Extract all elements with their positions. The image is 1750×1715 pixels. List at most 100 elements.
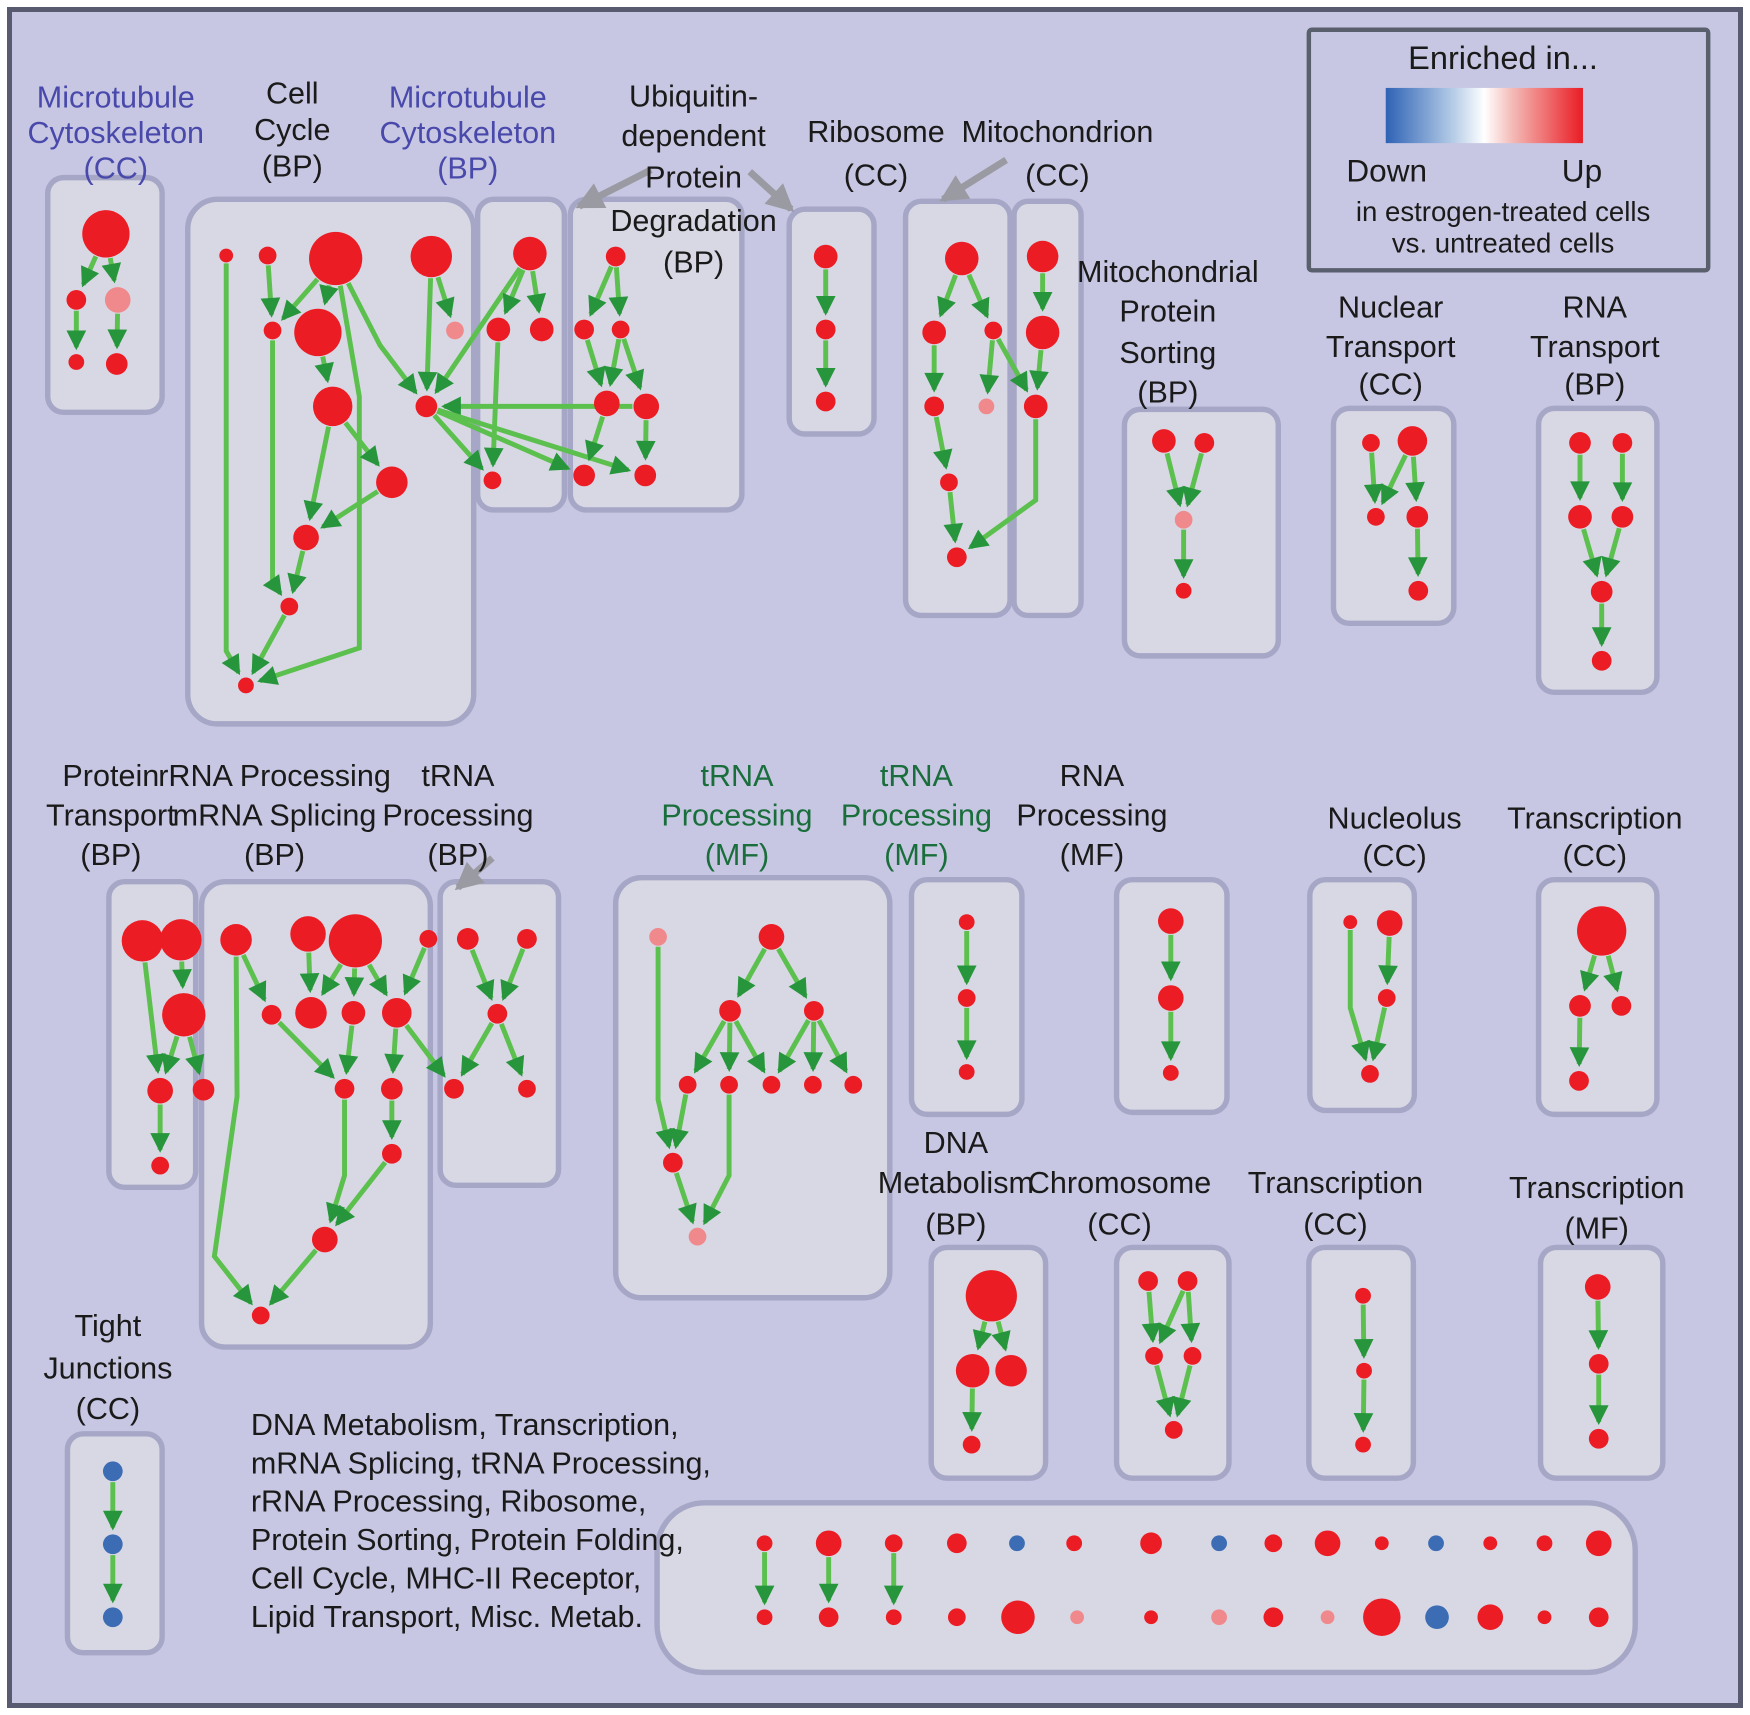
go-edge-arrow [367, 963, 389, 997]
go-edge-arrow [1353, 1304, 1374, 1359]
go-edge-arrow [1588, 1300, 1609, 1351]
go-edge-arrow [673, 1172, 697, 1225]
go-edge-arrow [669, 1094, 689, 1150]
cluster-label-tight-junctions-cc: Tight Junctions (CC) [43, 1309, 172, 1426]
go-term-node-s4 [962, 1435, 981, 1454]
go-term-node-t3 [1145, 1347, 1163, 1365]
go-edge-arrow [335, 1160, 388, 1227]
go-term-node-d3 [611, 320, 630, 339]
go-term-node-r1 [1577, 906, 1627, 956]
go-term-node-l1 [220, 924, 252, 956]
go-edge-arrow [968, 419, 1039, 550]
cluster-label-chromosome-cc: Chromosome (CC) [1028, 1166, 1211, 1241]
go-term-node-s1 [965, 1270, 1017, 1322]
go-term-node-f5 [978, 398, 995, 415]
cluster-label-trna-processing-mf-1: tRNA Processing (MF) [661, 759, 812, 872]
go-edge-arrow [469, 948, 495, 1001]
go-edge-arrow [1353, 1379, 1374, 1433]
go-term-node-m5 [518, 1079, 536, 1098]
go-edge-arrow [1380, 454, 1408, 506]
go-term-node-a3 [104, 287, 131, 313]
go-term-node-yt12 [1428, 1535, 1444, 1552]
go-edge-arrow [161, 1035, 181, 1075]
go-edge-arrow [1158, 1289, 1186, 1345]
cluster-label-ribosome-cc: Ribosome (CC) [807, 115, 945, 192]
box-rna-transport [1535, 405, 1660, 696]
go-edge-arrow [1363, 452, 1384, 505]
go-term-node-l10 [381, 1077, 403, 1100]
go-term-node-k4 [147, 1077, 173, 1104]
go-term-node-yb8 [1211, 1609, 1228, 1626]
go-term-node-i5 [1408, 580, 1429, 601]
cluster-label-rna-transport-bp: RNA Transport (BP) [1530, 291, 1660, 402]
go-term-node-yt8 [1211, 1535, 1228, 1552]
go-edge-arrow [995, 337, 1029, 393]
go-term-node-yt4 [946, 1533, 967, 1554]
go-term-node-k5 [192, 1078, 215, 1101]
go-term-node-yb10 [1320, 1610, 1335, 1625]
go-edge-arrow [384, 1028, 404, 1074]
go-edge-arrow [1405, 456, 1425, 503]
go-term-node-c3 [529, 317, 554, 342]
go-term-node-y3t [884, 1534, 903, 1553]
go-term-node-yb7 [1144, 1610, 1158, 1625]
go-term-node-r2 [1569, 995, 1591, 1017]
go-edge-arrow [257, 285, 362, 685]
go-term-node-d6 [634, 464, 657, 487]
go-term-node-h3 [1174, 510, 1193, 529]
go-term-node-n6 [762, 1075, 781, 1094]
go-term-node-yb13 [1477, 1604, 1504, 1631]
go-edge-arrow [241, 953, 267, 1003]
footnote-text: DNA Metabolism, Transcription, mRNA Splic… [251, 1408, 711, 1634]
go-edge-arrow [962, 1388, 982, 1432]
go-term-node-a2 [66, 290, 87, 310]
go-edge-arrow [320, 963, 343, 997]
go-edge-arrow [326, 1099, 347, 1224]
go-term-node-u3 [1355, 1436, 1371, 1453]
go-term-node-t4 [1183, 1347, 1202, 1365]
go-term-node-yt15 [1585, 1530, 1612, 1557]
go-term-node-s3 [995, 1354, 1027, 1387]
go-edge-arrow [281, 277, 320, 321]
go-edge-arrow [80, 255, 100, 288]
go-term-node-b1 [219, 248, 234, 263]
go-term-node-i3 [1367, 507, 1385, 526]
go-edge-arrow [943, 491, 964, 544]
go-term-node-j4 [1611, 505, 1634, 528]
go-term-node-m4 [444, 1078, 464, 1099]
go-term-node-b4 [410, 235, 453, 278]
go-term-node-e2 [815, 319, 836, 340]
go-term-node-yt14 [1536, 1535, 1553, 1552]
go-term-node-f8 [946, 547, 967, 568]
go-term-node-y1t [756, 1535, 773, 1552]
box-mito-protein-sorting [1121, 406, 1281, 659]
cluster-label-trna-processing-mf-2: tRNA Processing (MF) [841, 759, 992, 872]
box-transcription-cc-row2 [1535, 876, 1660, 1118]
go-term-node-n2 [719, 999, 741, 1022]
cluster-label-nuclear-transport-cc: Nuclear Transport (CC) [1326, 291, 1456, 402]
go-term-node-d4 [593, 390, 620, 417]
go-edge-arrow [435, 276, 455, 319]
go-term-node-u1 [1355, 1287, 1371, 1304]
go-edge-arrow [303, 426, 331, 522]
cluster-label-ubiquitin-dependent-protein-degradation-bp: Ubiquitin-dependent Protein Degradation (BP… [610, 80, 776, 280]
legend-subtitle-line1: in estrogen-treated cells [1356, 196, 1651, 227]
go-term-node-w1 [102, 1461, 123, 1482]
go-term-node-l12 [311, 1226, 338, 1253]
go-edge-arrow [1603, 955, 1623, 993]
go-term-node-i2 [1397, 426, 1428, 456]
go-edge-arrow [719, 1022, 740, 1072]
go-term-node-u2 [1356, 1362, 1372, 1379]
go-term-node-l2 [290, 916, 326, 952]
go-term-node-v1 [1584, 1274, 1611, 1300]
box-nuclear-transport [1330, 405, 1457, 627]
go-term-node-d5 [573, 464, 595, 487]
go-term-node-o1 [958, 914, 975, 930]
go-network-figure: Microtubule Cytoskeleton (CC) Cell Cycle (BP)… [7, 7, 1743, 1708]
go-term-node-l7 [341, 1000, 366, 1025]
go-term-node-yb9 [1263, 1607, 1284, 1628]
go-term-node-t2 [1177, 1271, 1198, 1291]
go-term-node-l9 [334, 1078, 355, 1099]
go-term-node-f3 [984, 321, 1003, 340]
go-edge-arrow [1407, 528, 1428, 577]
